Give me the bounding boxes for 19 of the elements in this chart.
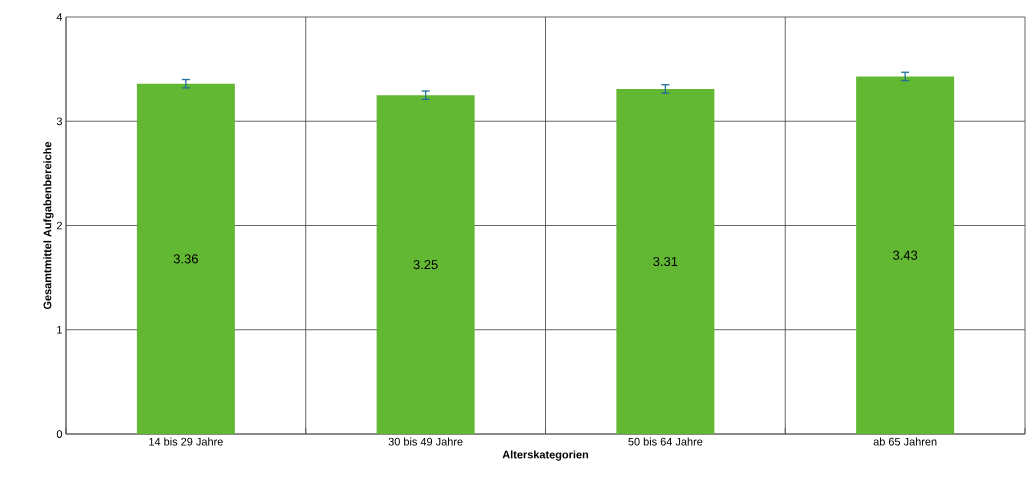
y-tick-label: 3	[56, 117, 62, 126]
data-label: 3.43	[893, 250, 918, 260]
y-tick-label: 2	[56, 221, 62, 230]
y-tick-label: 4	[56, 13, 63, 21]
data-label: 3.31	[653, 256, 678, 267]
x-tick-label: 14 bis 29 Jahre	[149, 437, 223, 446]
x-axis-title: Alterskategorien	[502, 450, 589, 461]
data-label: 3.36	[173, 254, 198, 264]
bar	[136, 83, 235, 434]
y-tick-label: 0	[56, 430, 63, 438]
bar	[376, 95, 475, 434]
x-tick-label: 50 bis 64 Jahre	[628, 437, 703, 446]
bar	[616, 88, 715, 434]
bar	[856, 76, 955, 434]
y-tick-label: 1	[57, 325, 62, 334]
x-tick-label: ab 65 Jahren	[873, 437, 937, 446]
y-axis-title: Gesamtmittel Aufgabenbereiche	[43, 141, 54, 310]
x-tick-label: 30 bis 49 Jahre	[388, 437, 463, 446]
data-label: 3.25	[413, 260, 438, 270]
